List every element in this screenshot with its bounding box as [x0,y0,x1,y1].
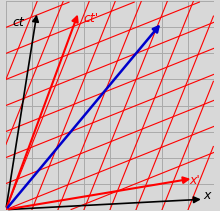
Text: x': x' [189,174,200,187]
Text: ct': ct' [83,12,98,25]
Text: ct: ct [12,16,24,29]
Text: x: x [204,189,211,202]
